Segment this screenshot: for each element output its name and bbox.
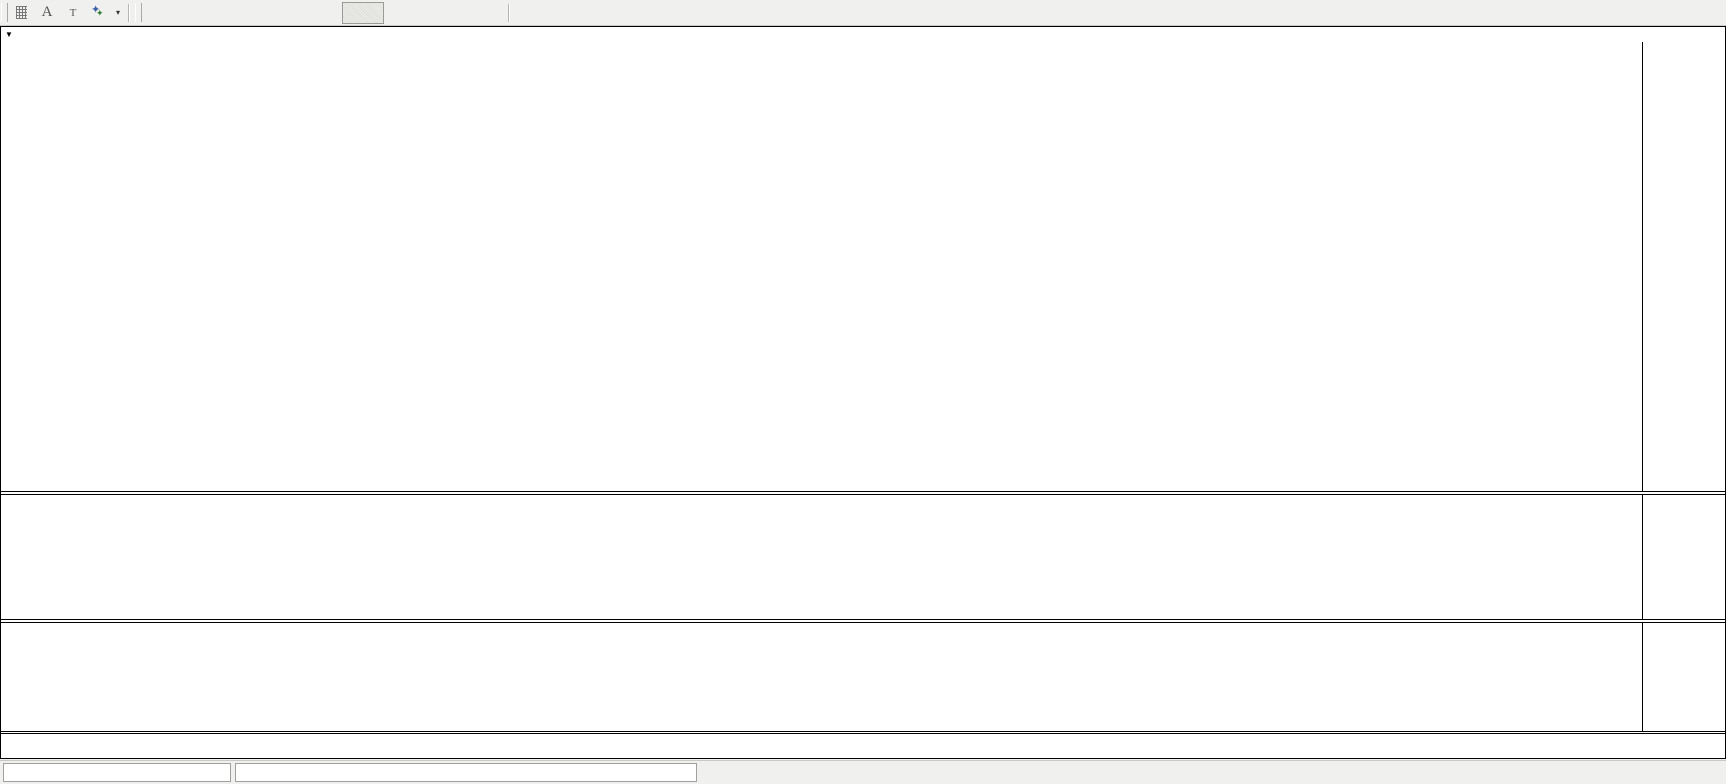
price-panel[interactable]	[1, 42, 1725, 492]
rsi-series-svg	[1, 623, 1643, 731]
timeframe-w1[interactable]	[424, 3, 464, 23]
timeframe-h4[interactable]	[342, 1, 384, 24]
text-box-icon[interactable]: T	[69, 6, 77, 19]
text-label-icon[interactable]: A	[41, 4, 53, 20]
toolbar-separator-end	[508, 3, 510, 22]
main-toolbar: A T ▾	[0, 0, 1726, 26]
price-plot-area[interactable]	[1, 42, 1643, 491]
crosshair-grid-icon[interactable]	[8, 2, 34, 24]
macd-series-svg	[1, 495, 1643, 619]
status-bar	[0, 760, 1726, 784]
timeframe-m5[interactable]	[182, 3, 222, 23]
macd-panel[interactable]	[1, 494, 1725, 620]
rsi-plot-area[interactable]	[1, 623, 1643, 731]
macd-axis[interactable]	[1642, 495, 1725, 619]
status-cell-right[interactable]	[235, 763, 697, 782]
toolbar-separator	[128, 3, 130, 22]
timeframe-mn[interactable]	[464, 3, 504, 23]
status-cell-left[interactable]	[3, 763, 231, 782]
indicators-icon[interactable]	[86, 2, 112, 24]
price-series-svg	[1, 42, 1643, 491]
timeframe-grip[interactable]	[135, 3, 142, 22]
timeframe-m30[interactable]	[262, 3, 302, 23]
toolbar-grip[interactable]	[1, 3, 8, 22]
symbol-header: ▼	[1, 27, 1725, 42]
time-axis[interactable]	[1, 733, 1725, 758]
macd-plot-area[interactable]	[1, 495, 1643, 619]
rsi-axis[interactable]	[1642, 623, 1725, 731]
timeframe-d1[interactable]	[384, 3, 424, 23]
dropdown-caret-icon[interactable]: ▾	[115, 8, 120, 17]
timeframe-m1[interactable]	[142, 3, 182, 23]
chart-window[interactable]: ▼	[0, 26, 1726, 759]
timeframe-h1[interactable]	[302, 3, 342, 23]
rsi-panel[interactable]	[1, 622, 1725, 732]
price-axis[interactable]	[1642, 42, 1725, 491]
chart-menu-arrow-icon[interactable]: ▼	[5, 30, 13, 39]
timeframe-m15[interactable]	[222, 3, 262, 23]
